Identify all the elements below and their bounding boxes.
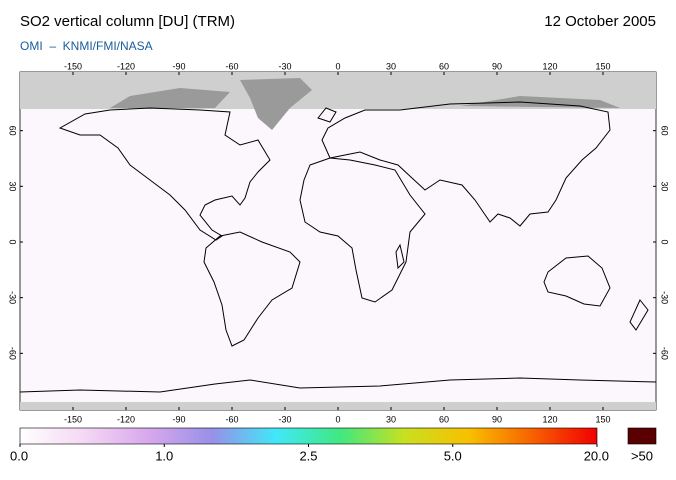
title: SO2 vertical column [DU] (TRM) — [20, 13, 235, 30]
lon-tick-label: -60 — [225, 61, 238, 71]
lat-tick-label: 60 — [8, 126, 18, 136]
colorbar-scale — [19, 427, 598, 445]
lon-tick-label: 90 — [492, 414, 502, 424]
coastline — [543, 255, 611, 307]
lon-tick-label: -30 — [278, 414, 291, 424]
coastline — [299, 157, 426, 303]
lat-tick-label: 0 — [8, 239, 18, 244]
date: 12 October 2005 — [544, 13, 656, 30]
lon-tick-label: -150 — [64, 61, 82, 71]
lon-tick-label: 120 — [542, 61, 557, 71]
lat-tick-label: 0 — [660, 239, 670, 244]
lon-tick-label: 0 — [335, 414, 340, 424]
colorbar: >50 — [19, 427, 657, 463]
lat-tick-label: -60 — [8, 347, 18, 360]
lon-tick-label: 30 — [386, 414, 396, 424]
lon-tick-label: -90 — [172, 61, 185, 71]
colorbar-tick-label: 2.5 — [299, 448, 317, 463]
lon-tick-label: 30 — [386, 61, 396, 71]
lat-tick-label: -30 — [660, 291, 670, 304]
lon-tick-label: 150 — [595, 61, 610, 71]
no-data-south — [20, 402, 656, 410]
lat-tick-label: 60 — [660, 126, 670, 136]
arctic-land — [110, 88, 230, 108]
colorbar-tick-label: 1.0 — [155, 448, 173, 463]
colorbar-tick-label: 0.0 — [10, 448, 28, 463]
lat-tick-label: 30 — [660, 181, 670, 191]
lon-tick-label: 60 — [439, 414, 449, 424]
coastline — [58, 107, 271, 241]
lon-tick-label: -30 — [278, 61, 291, 71]
lon-tick-label: 150 — [595, 414, 610, 424]
colorbar-tick-label: 5.0 — [444, 448, 462, 463]
lat-tick-label: -60 — [660, 347, 670, 360]
subtitle: OMI – KNMI/FMI/NASA — [20, 39, 153, 53]
greenland — [240, 78, 312, 130]
lat-tick-label: 30 — [8, 181, 18, 191]
lat-tick-label: -30 — [8, 291, 18, 304]
coastline — [317, 107, 649, 331]
colorbar-tick-label: 20.0 — [584, 448, 609, 463]
lon-tick-label: 0 — [335, 61, 340, 71]
lon-tick-label: -60 — [225, 414, 238, 424]
lon-tick-label: -120 — [117, 61, 135, 71]
coastline — [321, 101, 611, 227]
lon-tick-label: 120 — [542, 414, 557, 424]
coastline — [203, 231, 301, 347]
lon-tick-label: -120 — [117, 414, 135, 424]
coastline — [19, 377, 657, 393]
lon-tick-label: 90 — [492, 61, 502, 71]
colorbar-overflow — [627, 427, 657, 445]
map — [19, 71, 657, 411]
map-frame — [19, 71, 657, 411]
colorbar-overflow-label: >50 — [631, 448, 653, 463]
lon-tick-label: 60 — [439, 61, 449, 71]
lon-tick-label: -150 — [64, 414, 82, 424]
lon-tick-label: -90 — [172, 414, 185, 424]
arctic-land — [460, 96, 620, 108]
